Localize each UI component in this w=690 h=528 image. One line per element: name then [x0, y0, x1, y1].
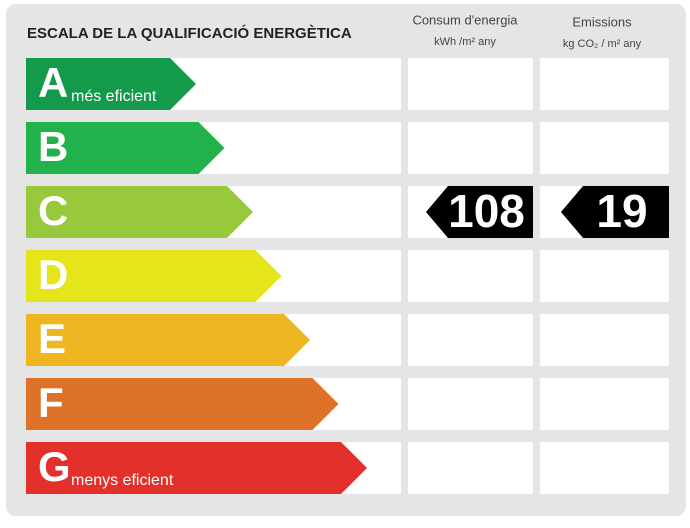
class-letter: G [38, 443, 71, 490]
class-letter: C [38, 187, 68, 234]
cell [408, 58, 533, 110]
title: ESCALA DE LA QUALIFICACIÓ ENERGÈTICA [27, 24, 352, 42]
class-label: més eficient [71, 88, 157, 105]
column-title: Emissions [572, 14, 632, 29]
class-arrow [26, 378, 339, 430]
class-letter: A [38, 59, 68, 106]
cell [408, 250, 533, 302]
rating-value: 19 [596, 185, 647, 237]
column-unit: kWh /m² any [434, 36, 496, 48]
class-letter: F [38, 379, 64, 426]
cell [540, 314, 669, 366]
column-title: Consum d'energia [412, 12, 518, 27]
cell [540, 122, 669, 174]
class-letter: B [38, 123, 68, 170]
rating-marker [561, 186, 669, 238]
class-arrow [26, 250, 282, 302]
cell [540, 58, 669, 110]
class-arrow [26, 122, 225, 174]
rating-marker [426, 186, 533, 238]
class-arrow [26, 314, 310, 366]
cell [540, 442, 669, 494]
cell [540, 250, 669, 302]
class-arrow [26, 58, 196, 110]
rating-value: 108 [448, 185, 525, 237]
column-unit: kg CO₂ / m² any [563, 38, 642, 50]
cell [408, 314, 533, 366]
class-letter: D [38, 251, 68, 298]
class-label: menys eficient [71, 472, 174, 489]
cell [408, 442, 533, 494]
class-letter: E [38, 315, 66, 362]
cell [408, 378, 533, 430]
class-arrow [26, 186, 253, 238]
class-arrow [26, 442, 367, 494]
cell [408, 122, 533, 174]
cell [540, 378, 669, 430]
